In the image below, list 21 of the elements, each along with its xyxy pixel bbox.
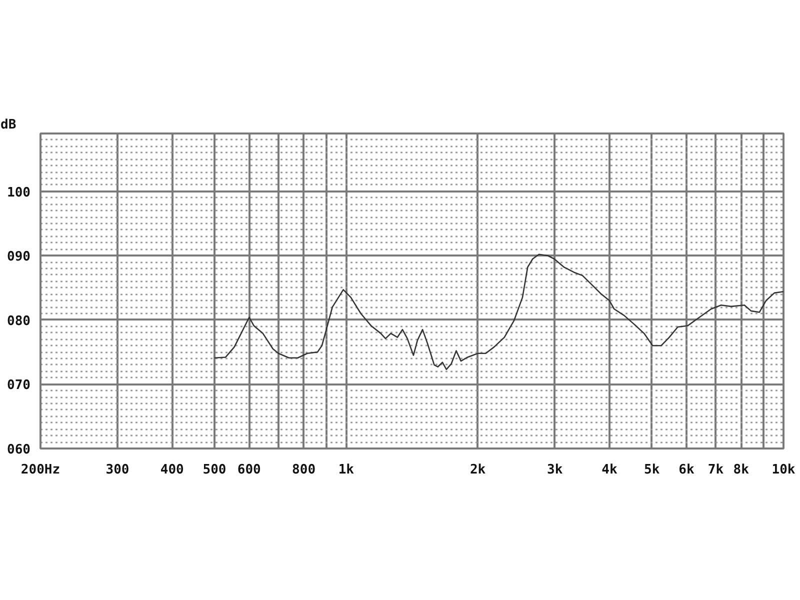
x-tick-label: 200Hz <box>20 462 60 478</box>
y-tick-label: 100 <box>7 185 31 200</box>
x-tick-label: 800 <box>292 462 316 478</box>
x-tick-label: 300 <box>106 462 130 478</box>
y-tick-label: 070 <box>7 378 31 394</box>
x-tick-label: 6k <box>678 462 694 478</box>
y-tick-label: 090 <box>7 250 31 265</box>
x-tick-label: 8k <box>733 462 750 478</box>
x-tick-label: 10k <box>772 462 796 478</box>
x-tick-label: 600 <box>237 462 262 478</box>
x-tick-label: 500 <box>202 462 226 478</box>
y-tick-label: 060 <box>7 442 31 458</box>
x-tick-label: 400 <box>160 462 184 478</box>
x-tick-label: 2k <box>470 462 486 478</box>
x-tick-label: 3k <box>547 462 563 478</box>
x-tick-label: 7k <box>708 462 724 478</box>
y-axis-title: dB <box>0 118 16 132</box>
x-tick-label: 5k <box>644 462 660 478</box>
x-tick-label: 4k <box>602 462 618 478</box>
y-tick-label: 080 <box>7 314 31 329</box>
x-tick-label: 1k <box>338 462 354 478</box>
